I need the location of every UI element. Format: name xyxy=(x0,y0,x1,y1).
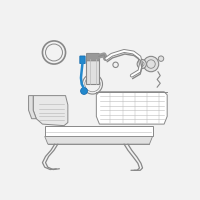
Polygon shape xyxy=(45,136,153,144)
FancyBboxPatch shape xyxy=(86,53,99,61)
Circle shape xyxy=(137,59,146,69)
Bar xyxy=(86,59,99,84)
Circle shape xyxy=(158,56,164,61)
FancyBboxPatch shape xyxy=(80,56,85,64)
Polygon shape xyxy=(33,96,68,126)
Circle shape xyxy=(81,88,87,94)
Polygon shape xyxy=(29,96,36,119)
Polygon shape xyxy=(45,126,153,136)
Polygon shape xyxy=(96,92,167,124)
Circle shape xyxy=(143,56,159,72)
